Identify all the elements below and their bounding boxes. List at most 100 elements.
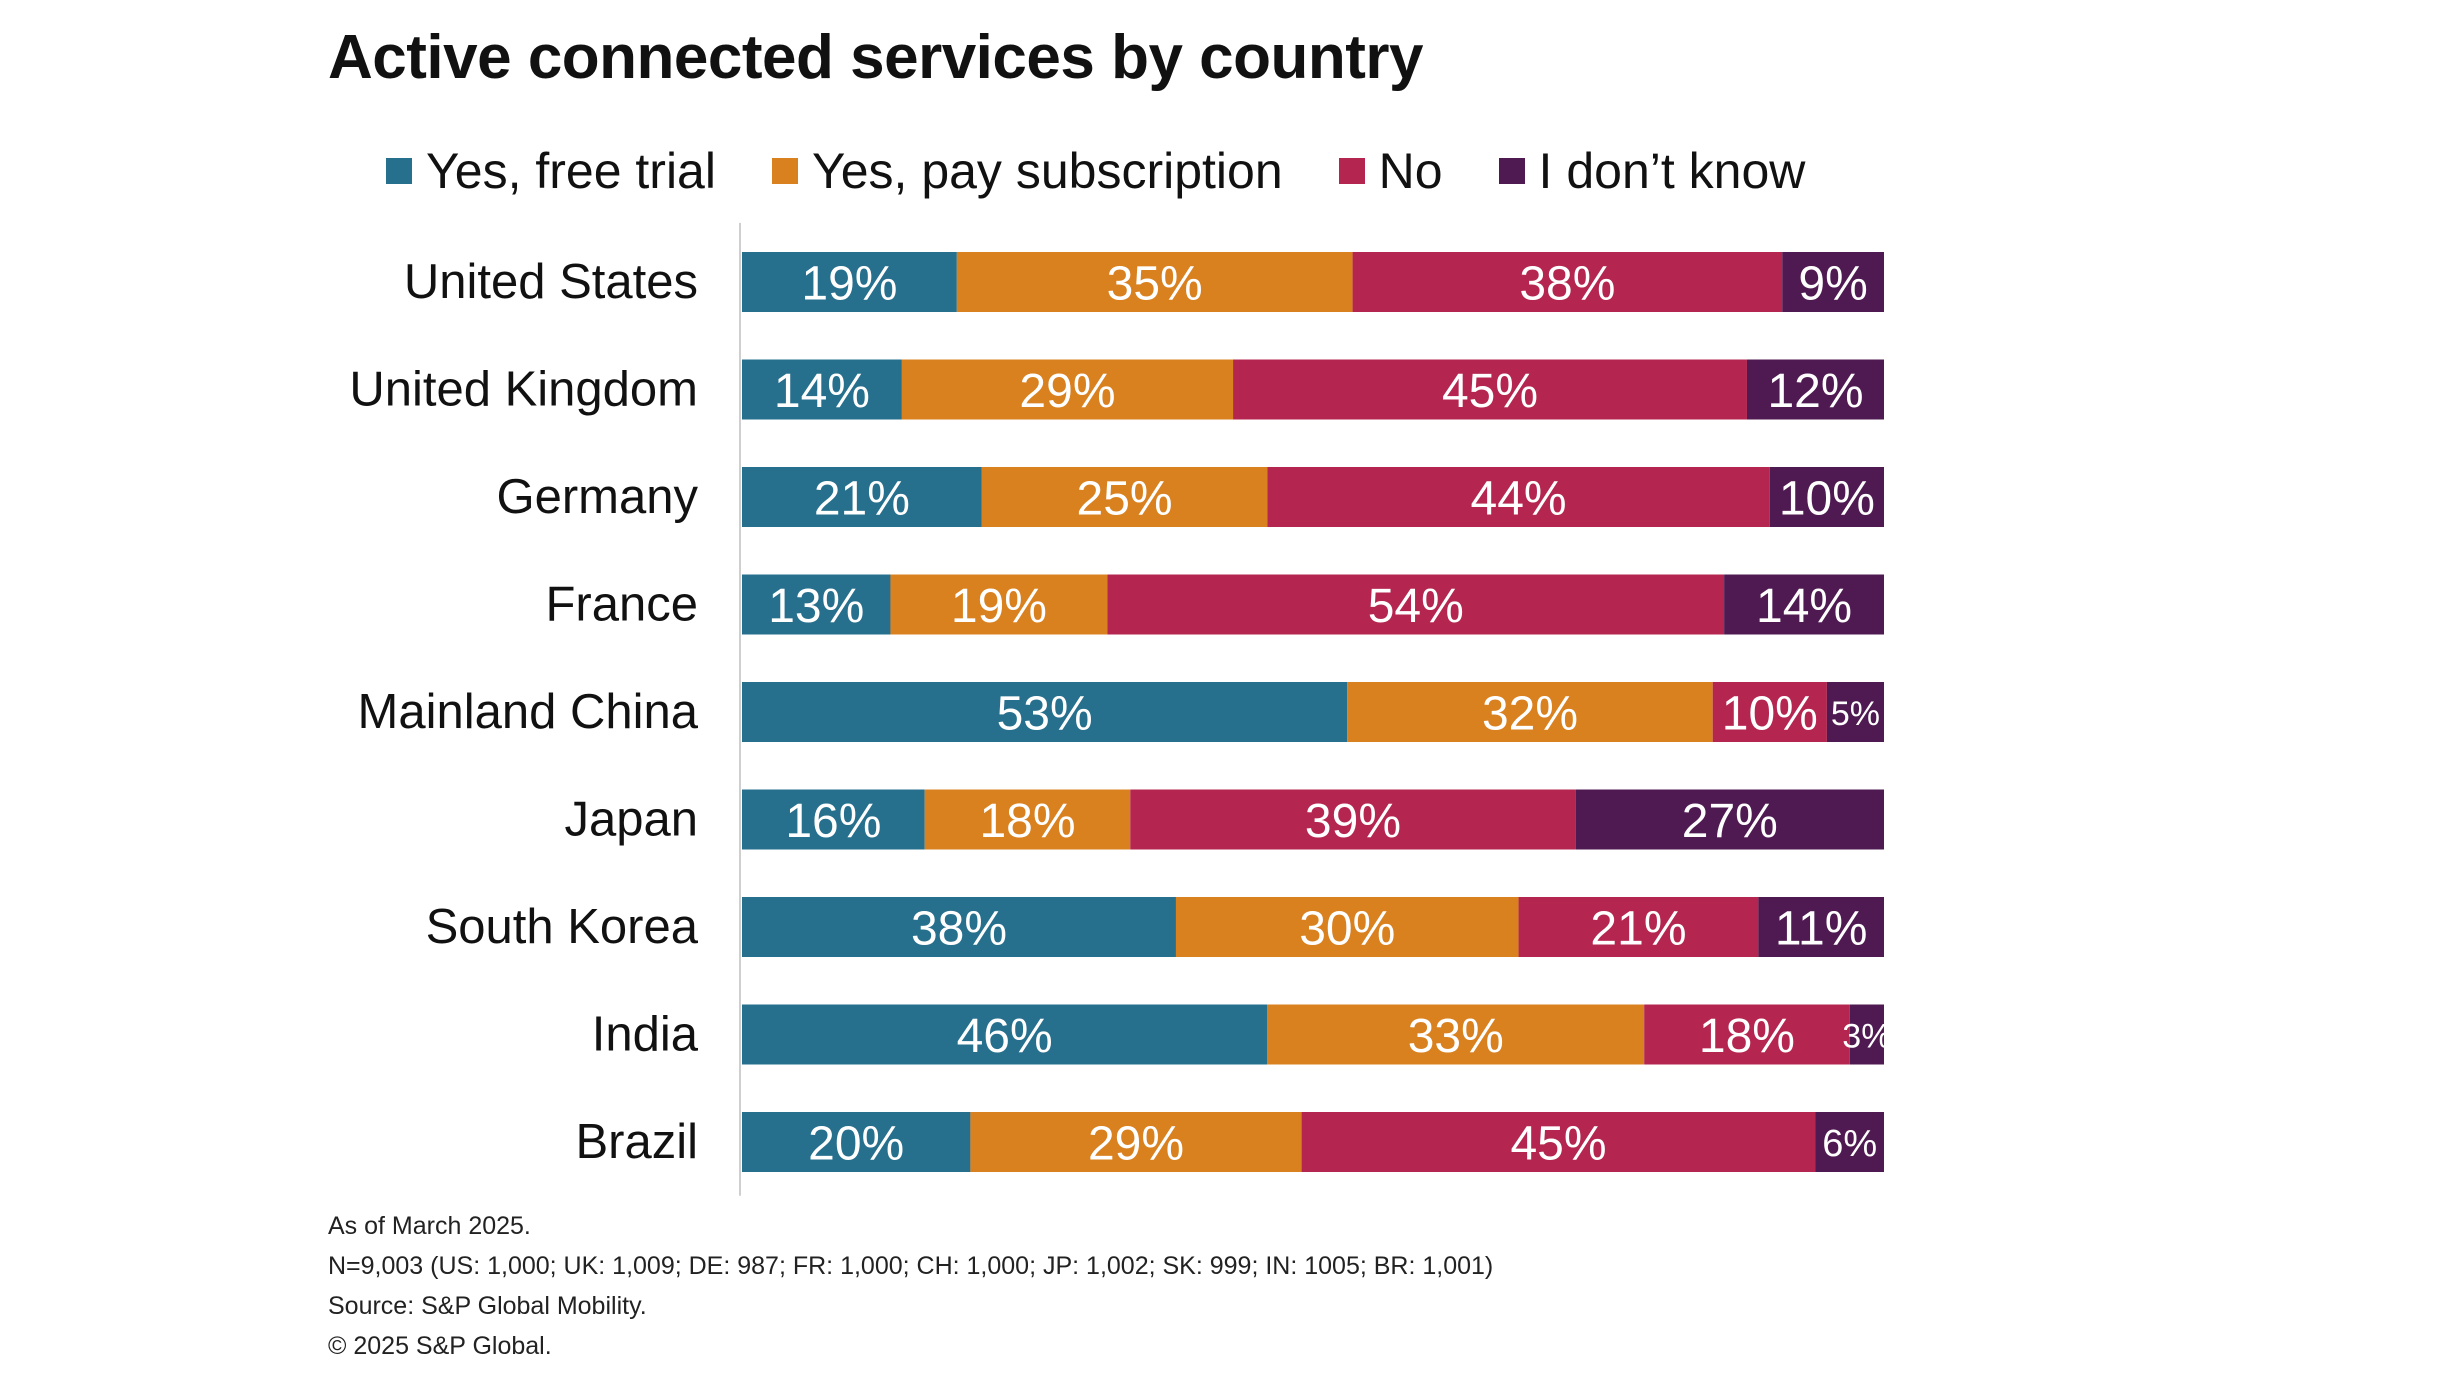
data-label-japan-yes-free-trial: 16% xyxy=(785,795,881,848)
bar-segment-india-yes-free-trial xyxy=(742,1004,1268,1065)
data-label-united-kingdom-i-don-t-know: 12% xyxy=(1767,365,1863,418)
bar-segment-india-no xyxy=(1644,1004,1850,1065)
data-label-india-yes-free-trial: 46% xyxy=(957,1010,1053,1063)
bar-segment-united-states-yes-free-trial xyxy=(742,252,957,312)
bar-segment-mainland-china-i-don-t-know xyxy=(1826,682,1884,742)
data-label-south-korea-i-don-t-know: 11% xyxy=(1775,903,1868,956)
bar-segment-germany-i-don-t-know xyxy=(1769,467,1884,527)
bar-segment-south-korea-no xyxy=(1518,897,1759,957)
bar-segment-japan-i-don-t-know xyxy=(1575,789,1884,850)
legend-swatch-no xyxy=(1338,158,1365,184)
bar-segment-united-kingdom-yes-pay-subscription xyxy=(901,359,1234,420)
bar-segment-mainland-china-yes-free-trial xyxy=(742,682,1348,742)
legend-label-dont-know: I don’t know xyxy=(1538,143,1806,199)
legend-label-pay-subscription: Yes, pay subscription xyxy=(811,143,1283,199)
data-label-india-i-don-t-know: 3% xyxy=(1842,1018,1891,1056)
data-label-south-korea-no: 21% xyxy=(1590,903,1686,956)
legend-label-free-trial: Yes, free trial xyxy=(426,143,716,199)
category-label-france: France xyxy=(545,578,698,632)
bar-segment-mainland-china-no xyxy=(1712,682,1827,742)
bar-segment-united-states-i-don-t-know xyxy=(1782,252,1884,312)
data-label-south-korea-yes-pay-subscription: 30% xyxy=(1299,903,1395,956)
legend-swatch-dont-know xyxy=(1498,158,1525,184)
bar-segment-united-kingdom-no xyxy=(1233,359,1747,420)
category-label-united-states: United States xyxy=(404,255,698,309)
data-label-japan-yes-pay-subscription: 18% xyxy=(979,795,1075,848)
data-label-japan-i-don-t-know: 27% xyxy=(1682,795,1778,848)
category-label-mainland-china: Mainland China xyxy=(358,685,699,739)
data-label-france-i-don-t-know: 14% xyxy=(1756,580,1852,633)
bar-segment-india-yes-pay-subscription xyxy=(1267,1004,1645,1065)
footnote-sample: N=9,003 (US: 1,000; UK: 1,009; DE: 987; … xyxy=(328,1252,1494,1280)
chart-legend: Yes, free trial Yes, pay subscription No… xyxy=(386,142,1805,200)
bar-segment-brazil-yes-pay-subscription xyxy=(970,1112,1302,1172)
bar-segment-brazil-no xyxy=(1301,1112,1816,1172)
data-label-japan-no: 39% xyxy=(1305,795,1401,848)
legend-swatch-free-trial xyxy=(386,158,412,184)
data-label-united-states-yes-free-trial: 19% xyxy=(801,258,897,311)
footnotes: As of March 2025. N=9,003 (US: 1,000; UK… xyxy=(328,1206,1493,1366)
bar-segment-france-yes-pay-subscription xyxy=(890,574,1108,635)
category-label-germany: Germany xyxy=(496,470,698,524)
bar-segment-south-korea-yes-pay-subscription xyxy=(1175,897,1519,957)
bar-segment-japan-no xyxy=(1130,789,1576,850)
data-label-india-no: 18% xyxy=(1699,1010,1795,1063)
bar-segment-united-kingdom-yes-free-trial xyxy=(742,359,902,420)
data-label-mainland-china-i-don-t-know: 5% xyxy=(1831,695,1880,733)
bar-segment-france-i-don-t-know xyxy=(1724,574,1884,635)
data-label-germany-yes-pay-subscription: 25% xyxy=(1077,473,1173,526)
data-label-india-yes-pay-subscription: 33% xyxy=(1408,1010,1504,1063)
data-label-united-kingdom-yes-pay-subscription: 29% xyxy=(1019,365,1115,418)
data-label-united-kingdom-yes-free-trial: 14% xyxy=(774,365,870,418)
data-label-brazil-yes-free-trial: 20% xyxy=(808,1118,904,1171)
bar-segment-germany-yes-pay-subscription xyxy=(981,467,1268,527)
bar-segment-brazil-i-don-t-know xyxy=(1815,1112,1884,1172)
legend-item-free-trial: Yes, free trial xyxy=(386,142,716,200)
data-label-united-states-no: 38% xyxy=(1519,258,1615,311)
bar-segment-france-yes-free-trial xyxy=(742,574,891,635)
data-label-germany-no: 44% xyxy=(1471,473,1567,526)
footnote-copyright: © 2025 S&P Global. xyxy=(328,1332,552,1360)
bar-segment-brazil-yes-free-trial xyxy=(742,1112,971,1172)
legend-item-pay-subscription: Yes, pay subscription xyxy=(771,142,1283,200)
bar-segment-japan-yes-free-trial xyxy=(742,789,925,850)
bar-segment-united-states-yes-pay-subscription xyxy=(956,252,1353,312)
data-label-france-no: 54% xyxy=(1368,580,1464,633)
legend-label-no: No xyxy=(1378,143,1443,199)
bar-segment-united-kingdom-i-don-t-know xyxy=(1746,359,1884,420)
data-label-france-yes-free-trial: 13% xyxy=(768,580,864,633)
bar-segment-germany-no xyxy=(1267,467,1770,527)
data-label-brazil-no: 45% xyxy=(1510,1118,1606,1171)
data-label-germany-yes-free-trial: 21% xyxy=(814,473,910,526)
category-label-brazil: Brazil xyxy=(575,1115,698,1169)
category-label-south-korea: South Korea xyxy=(426,900,699,954)
bar-segment-india-i-don-t-know xyxy=(1849,1004,1884,1065)
footnote-date: As of March 2025. xyxy=(328,1212,531,1240)
data-label-mainland-china-no: 10% xyxy=(1722,688,1818,741)
legend-item-no: No xyxy=(1338,142,1443,200)
legend-swatch-pay-subscription xyxy=(771,158,798,184)
data-label-united-states-yes-pay-subscription: 35% xyxy=(1107,258,1203,311)
category-label-japan: Japan xyxy=(564,793,698,847)
bar-segment-united-states-no xyxy=(1352,252,1783,312)
bar-segment-mainland-china-yes-pay-subscription xyxy=(1347,682,1713,742)
data-label-south-korea-yes-free-trial: 38% xyxy=(911,903,1007,956)
data-label-brazil-yes-pay-subscription: 29% xyxy=(1088,1118,1184,1171)
category-label-india: India xyxy=(592,1008,699,1062)
category-label-united-kingdom: United Kingdom xyxy=(349,363,698,417)
bar-segment-japan-yes-pay-subscription xyxy=(924,789,1131,850)
bar-segment-france-no xyxy=(1107,574,1725,635)
data-label-mainland-china-yes-pay-subscription: 32% xyxy=(1482,688,1578,741)
bar-segment-south-korea-i-don-t-know xyxy=(1758,897,1884,957)
data-label-france-yes-pay-subscription: 19% xyxy=(951,580,1047,633)
data-label-united-kingdom-no: 45% xyxy=(1442,365,1538,418)
data-label-germany-i-don-t-know: 10% xyxy=(1779,473,1875,526)
legend-item-dont-know: I don’t know xyxy=(1498,142,1806,200)
bar-segment-germany-yes-free-trial xyxy=(742,467,982,527)
data-label-mainland-china-yes-free-trial: 53% xyxy=(997,688,1093,741)
chart-title: Active connected services by country xyxy=(328,23,1424,92)
bar-segment-south-korea-yes-free-trial xyxy=(742,897,1176,957)
footnote-source: Source: S&P Global Mobility. xyxy=(328,1292,647,1320)
data-label-brazil-i-don-t-know: 6% xyxy=(1822,1123,1877,1165)
